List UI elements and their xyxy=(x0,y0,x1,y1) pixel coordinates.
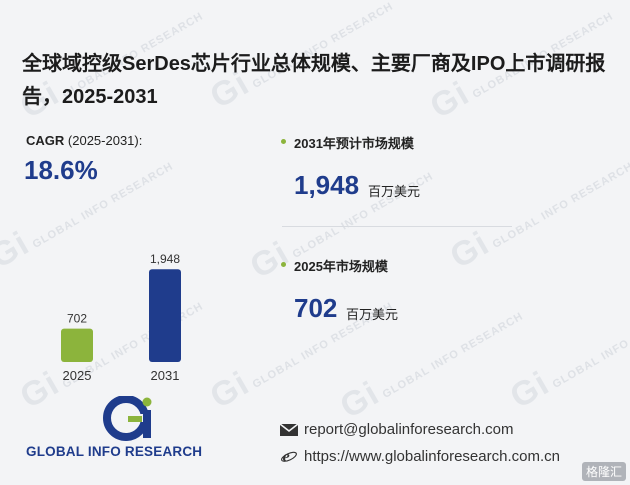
cagr-value: 18.6% xyxy=(24,155,98,185)
data-label-2031: 1,948 xyxy=(150,252,180,266)
watermark: GiGLOBAL INFO RESEARCH xyxy=(443,160,630,277)
cagr-label: CAGR (2025-2031): xyxy=(26,133,142,148)
logo-symbol xyxy=(103,395,152,441)
svg-text:e: e xyxy=(283,449,290,464)
stat-2031-value: 1,948 xyxy=(294,170,360,200)
divider xyxy=(282,226,512,227)
data-label-2025: 702 xyxy=(67,312,87,326)
internet-explorer-icon: e xyxy=(281,449,297,464)
stat-2025-value: 702 xyxy=(294,293,338,323)
cagr-label-bold: CAGR xyxy=(26,133,65,148)
x-tick-2025: 2025 xyxy=(63,368,92,383)
brand-watermark: 格隆汇 xyxy=(581,462,626,481)
stat-2031-label: 2031年预计市场规模 xyxy=(294,136,414,151)
bar-chart: 702 2025 1,948 2031 xyxy=(61,252,181,383)
bar-2025 xyxy=(61,328,93,362)
report-title: 全球域控级SerDes芯片行业总体规模、主要厂商及IPO上市调研报告，2025-… xyxy=(22,53,606,108)
stat-2031-unit: 百万美元 xyxy=(368,184,421,199)
stat-2025-unit: 百万美元 xyxy=(346,307,399,322)
bullet-dot xyxy=(281,262,286,267)
bullet-dot xyxy=(281,139,286,144)
company-logo: GLOBAL INFO RESEARCH xyxy=(26,395,211,466)
bar-2031 xyxy=(149,269,181,362)
envelope-icon xyxy=(279,423,299,436)
website-link[interactable]: https://www.globalinforesearch.com.cn xyxy=(304,448,560,465)
cagr-label-range: (2025-2031): xyxy=(67,133,143,148)
logo-text: GLOBAL INFO RESEARCH xyxy=(26,444,203,459)
email-link[interactable]: report@globalinforesearch.com xyxy=(304,421,514,438)
x-tick-2031: 2031 xyxy=(151,368,180,383)
watermark: GiGLOBAL INFO RESEARCH xyxy=(503,300,630,417)
stat-2025-label: 2025年市场规模 xyxy=(294,259,388,274)
